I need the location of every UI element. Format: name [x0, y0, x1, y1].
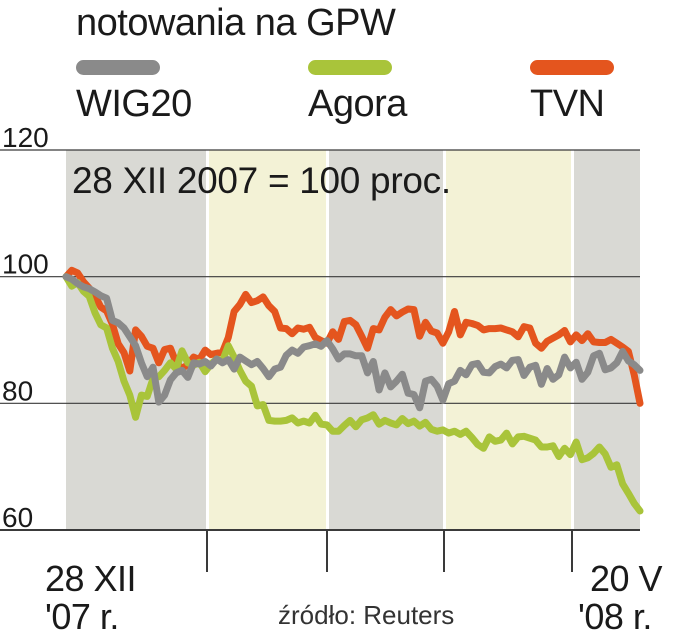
- legend-swatch-tvn: [530, 60, 614, 75]
- legend-label-tvn: TVN: [530, 83, 605, 125]
- x-end-label-line1: 20 V: [590, 558, 663, 599]
- source-note: źródło: Reuters: [278, 600, 455, 630]
- x-start-label: 28 XII '07 r.: [45, 558, 137, 637]
- chart-note: 28 XII 2007 = 100 proc.: [72, 160, 451, 201]
- x-end-label: 20 V '08 r.: [578, 558, 663, 637]
- legend-item-wig20: WIG20: [76, 60, 192, 126]
- series-line-wig20: [62, 273, 644, 412]
- series-line-tvn: [62, 266, 644, 407]
- chart-title: notowania na GPW: [76, 2, 396, 44]
- series-line-agora: [62, 273, 644, 515]
- y-tick-label-60: 60: [2, 502, 33, 533]
- legend-swatch-agora: [308, 60, 392, 75]
- legend-item-agora: Agora: [308, 60, 407, 126]
- y-tick-label-80: 80: [2, 375, 33, 406]
- x-end-label-line2: '08 r.: [578, 596, 652, 637]
- month-band-3: [329, 150, 443, 530]
- y-tick-label-100: 100: [2, 249, 49, 280]
- legend-item-tvn: TVN: [530, 60, 614, 126]
- legend-swatch-wig20: [76, 60, 160, 75]
- x-start-label-line1: 28 XII: [45, 558, 137, 599]
- legend-label-agora: Agora: [308, 83, 407, 125]
- x-start-label-line2: '07 r.: [45, 596, 119, 637]
- y-tick-label-120: 120: [2, 122, 49, 153]
- legend-label-wig20: WIG20: [76, 83, 192, 125]
